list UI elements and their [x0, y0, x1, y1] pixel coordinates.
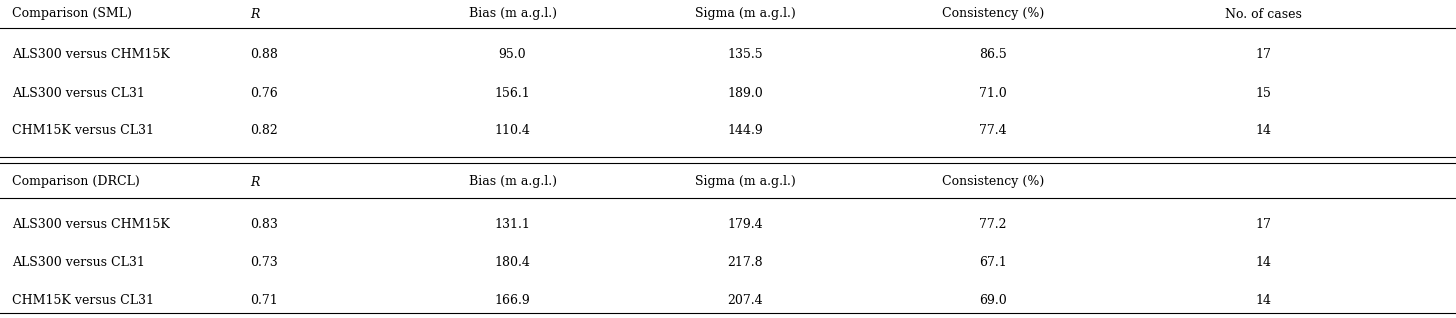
Text: 69.0: 69.0 — [978, 294, 1008, 308]
Text: 179.4: 179.4 — [728, 218, 763, 232]
Text: 77.2: 77.2 — [980, 218, 1006, 232]
Text: 180.4: 180.4 — [495, 257, 530, 269]
Text: 166.9: 166.9 — [495, 294, 530, 308]
Text: CHM15K versus CL31: CHM15K versus CL31 — [12, 294, 154, 308]
Text: 0.82: 0.82 — [250, 125, 278, 137]
Text: ALS300 versus CHM15K: ALS300 versus CHM15K — [12, 49, 169, 61]
Text: 0.71: 0.71 — [250, 294, 278, 308]
Text: 0.73: 0.73 — [250, 257, 278, 269]
Text: 135.5: 135.5 — [728, 49, 763, 61]
Text: R: R — [250, 176, 259, 189]
Text: ALS300 versus CHM15K: ALS300 versus CHM15K — [12, 218, 169, 232]
Text: 0.88: 0.88 — [250, 49, 278, 61]
Text: 17: 17 — [1257, 218, 1271, 232]
Text: Consistency (%): Consistency (%) — [942, 176, 1044, 189]
Text: ALS300 versus CL31: ALS300 versus CL31 — [12, 257, 144, 269]
Text: 189.0: 189.0 — [728, 86, 763, 100]
Text: 14: 14 — [1257, 294, 1271, 308]
Text: 77.4: 77.4 — [980, 125, 1006, 137]
Text: ALS300 versus CL31: ALS300 versus CL31 — [12, 86, 144, 100]
Text: Comparison (DRCL): Comparison (DRCL) — [12, 176, 140, 189]
Text: 0.83: 0.83 — [250, 218, 278, 232]
Text: 67.1: 67.1 — [978, 257, 1008, 269]
Text: CHM15K versus CL31: CHM15K versus CL31 — [12, 125, 154, 137]
Text: 14: 14 — [1257, 125, 1271, 137]
Text: Sigma (m a.g.l.): Sigma (m a.g.l.) — [695, 176, 796, 189]
Text: 144.9: 144.9 — [728, 125, 763, 137]
Text: 217.8: 217.8 — [728, 257, 763, 269]
Text: No. of cases: No. of cases — [1226, 8, 1302, 20]
Text: 14: 14 — [1257, 257, 1271, 269]
Text: 71.0: 71.0 — [978, 86, 1008, 100]
Text: Sigma (m a.g.l.): Sigma (m a.g.l.) — [695, 8, 796, 20]
Text: 156.1: 156.1 — [495, 86, 530, 100]
Text: Bias (m a.g.l.): Bias (m a.g.l.) — [469, 8, 556, 20]
Text: 17: 17 — [1257, 49, 1271, 61]
Text: 95.0: 95.0 — [499, 49, 526, 61]
Text: 110.4: 110.4 — [495, 125, 530, 137]
Text: 207.4: 207.4 — [728, 294, 763, 308]
Text: 86.5: 86.5 — [978, 49, 1008, 61]
Text: 0.76: 0.76 — [250, 86, 278, 100]
Text: 15: 15 — [1257, 86, 1271, 100]
Text: R: R — [250, 8, 259, 20]
Text: Consistency (%): Consistency (%) — [942, 8, 1044, 20]
Text: Comparison (SML): Comparison (SML) — [12, 8, 131, 20]
Text: Bias (m a.g.l.): Bias (m a.g.l.) — [469, 176, 556, 189]
Text: 131.1: 131.1 — [495, 218, 530, 232]
